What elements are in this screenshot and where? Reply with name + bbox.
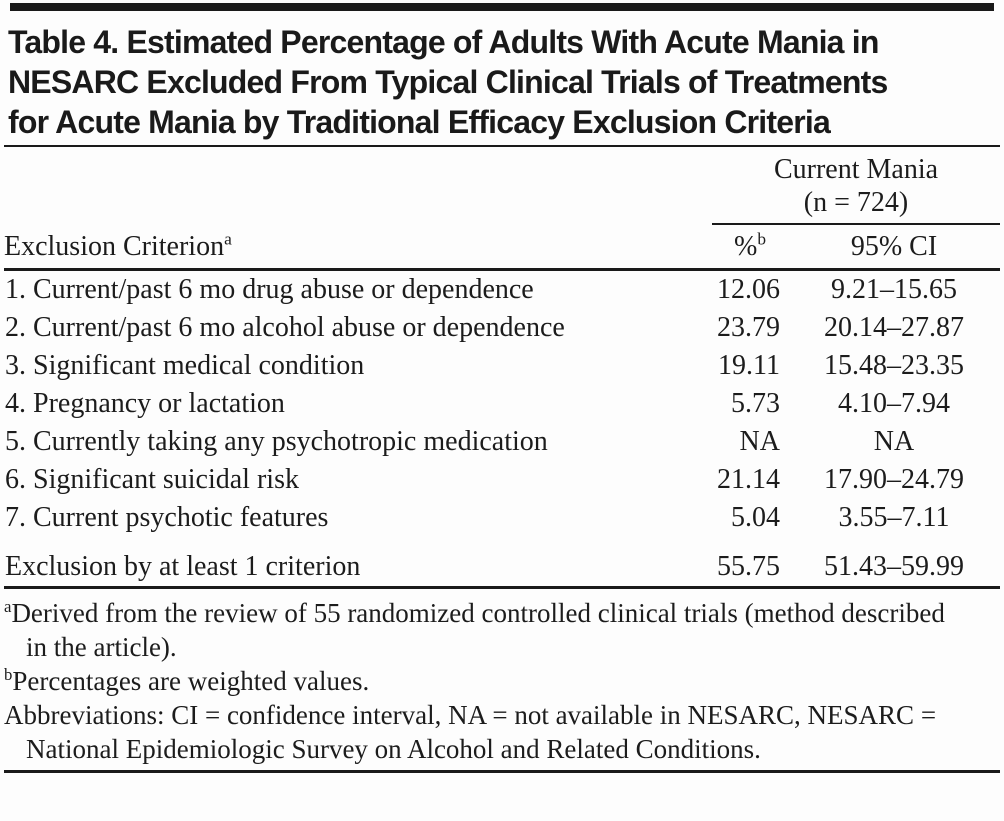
- ci-cell: 4.10–7.94: [838, 388, 950, 419]
- column-header-percent: %b: [712, 224, 788, 271]
- table-row: 3. Significant medical condition 19.11 1…: [4, 347, 1000, 385]
- table-row: 7. Current psychotic features 5.04 3.55–…: [4, 499, 1000, 537]
- column-header-ci: 95% CI: [788, 224, 1000, 271]
- table-row: 4. Pregnancy or lactation 5.73 4.10–7.94: [4, 385, 1000, 423]
- ci-cell: 9.21–15.65: [831, 274, 957, 305]
- table-title: Table 4. Estimated Percentage of Adults …: [8, 22, 1000, 142]
- summary-row: Exclusion by at least 1 criterion 55.75 …: [4, 537, 1000, 589]
- percent-header-label: %: [733, 231, 758, 262]
- criterion-cell: 4. Pregnancy or lactation: [5, 388, 285, 419]
- ci-cell: 17.90–24.79: [824, 464, 964, 495]
- percent-cell: 23.79: [717, 312, 780, 343]
- table-title-line-3: for Acute Mania by Traditional Efficacy …: [8, 104, 831, 140]
- summary-percent-cell: 55.75: [712, 537, 788, 589]
- title-rule: [4, 145, 1000, 147]
- table-row: 6. Significant suicidal risk 21.14 17.90…: [4, 461, 1000, 499]
- top-divider-bar: [10, 3, 994, 11]
- table-title-line-1: Table 4. Estimated Percentage of Adults …: [8, 24, 879, 60]
- criterion-footnote-marker: a: [224, 229, 232, 249]
- footnote-abbreviations-text: Abbreviations: CI = confidence interval,…: [4, 700, 937, 764]
- summary-criterion-cell: Exclusion by at least 1 criterion: [4, 537, 712, 589]
- percent-cell: 21.14: [717, 464, 780, 495]
- footnote-abbreviations: Abbreviations: CI = confidence interval,…: [4, 698, 956, 766]
- percent-footnote-marker: b: [757, 229, 766, 249]
- group-header-row: Current Mania (n = 724): [4, 153, 1000, 225]
- footnote-a-marker: a: [4, 597, 12, 616]
- column-header-row: Exclusion Criteriona %b 95% CI: [4, 224, 1000, 271]
- criterion-cell: 1. Current/past 6 mo drug abuse or depen…: [5, 274, 534, 305]
- percent-cell: 12.06: [717, 274, 780, 305]
- footnote-a-text: Derived from the review of 55 randomized…: [11, 598, 945, 662]
- group-header-line-2: (n = 724): [803, 187, 909, 218]
- percent-cell: 5.04: [731, 502, 780, 533]
- criterion-cell: 5. Currently taking any psychotropic med…: [5, 426, 548, 457]
- group-header-line-1: Current Mania: [773, 154, 939, 185]
- footnote-a: aDerived from the review of 55 randomize…: [4, 596, 956, 664]
- table-row: 5. Currently taking any psychotropic med…: [4, 423, 1000, 461]
- ci-cell: 3.55–7.11: [838, 502, 950, 533]
- table-title-line-2: NESARC Excluded From Typical Clinical Tr…: [8, 64, 888, 100]
- percent-cell: NA: [739, 426, 780, 457]
- footnote-b-marker: b: [4, 665, 13, 684]
- footnote-b: bPercentages are weighted values.: [4, 664, 956, 698]
- percent-cell: 5.73: [731, 388, 780, 419]
- criterion-header-label: Exclusion Criterion: [4, 231, 225, 262]
- criterion-cell: 6. Significant suicidal risk: [5, 464, 299, 495]
- ci-cell: 15.48–23.35: [824, 350, 964, 381]
- criterion-cell: 3. Significant medical condition: [5, 350, 365, 381]
- footnote-b-text: Percentages are weighted values.: [12, 666, 370, 696]
- summary-ci-cell: 51.43–59.99: [788, 537, 1000, 589]
- table-row: 1. Current/past 6 mo drug abuse or depen…: [4, 270, 1000, 310]
- ci-cell: NA: [873, 426, 915, 457]
- criterion-cell: 7. Current psychotic features: [5, 502, 329, 533]
- exclusion-criteria-table: Current Mania (n = 724) Exclusion Criter…: [4, 153, 1000, 589]
- group-header-current-mania: Current Mania (n = 724): [712, 153, 1000, 225]
- group-header-spacer: [4, 153, 712, 224]
- table-row: 2. Current/past 6 mo alcohol abuse or de…: [4, 309, 1000, 347]
- criterion-cell: 2. Current/past 6 mo alcohol abuse or de…: [5, 312, 565, 343]
- percent-cell: 19.11: [718, 350, 780, 381]
- bottom-divider-rule: [4, 770, 1000, 773]
- column-header-criterion: Exclusion Criteriona: [4, 224, 712, 271]
- footnotes: aDerived from the review of 55 randomize…: [4, 596, 956, 766]
- ci-cell: 20.14–27.87: [824, 312, 964, 343]
